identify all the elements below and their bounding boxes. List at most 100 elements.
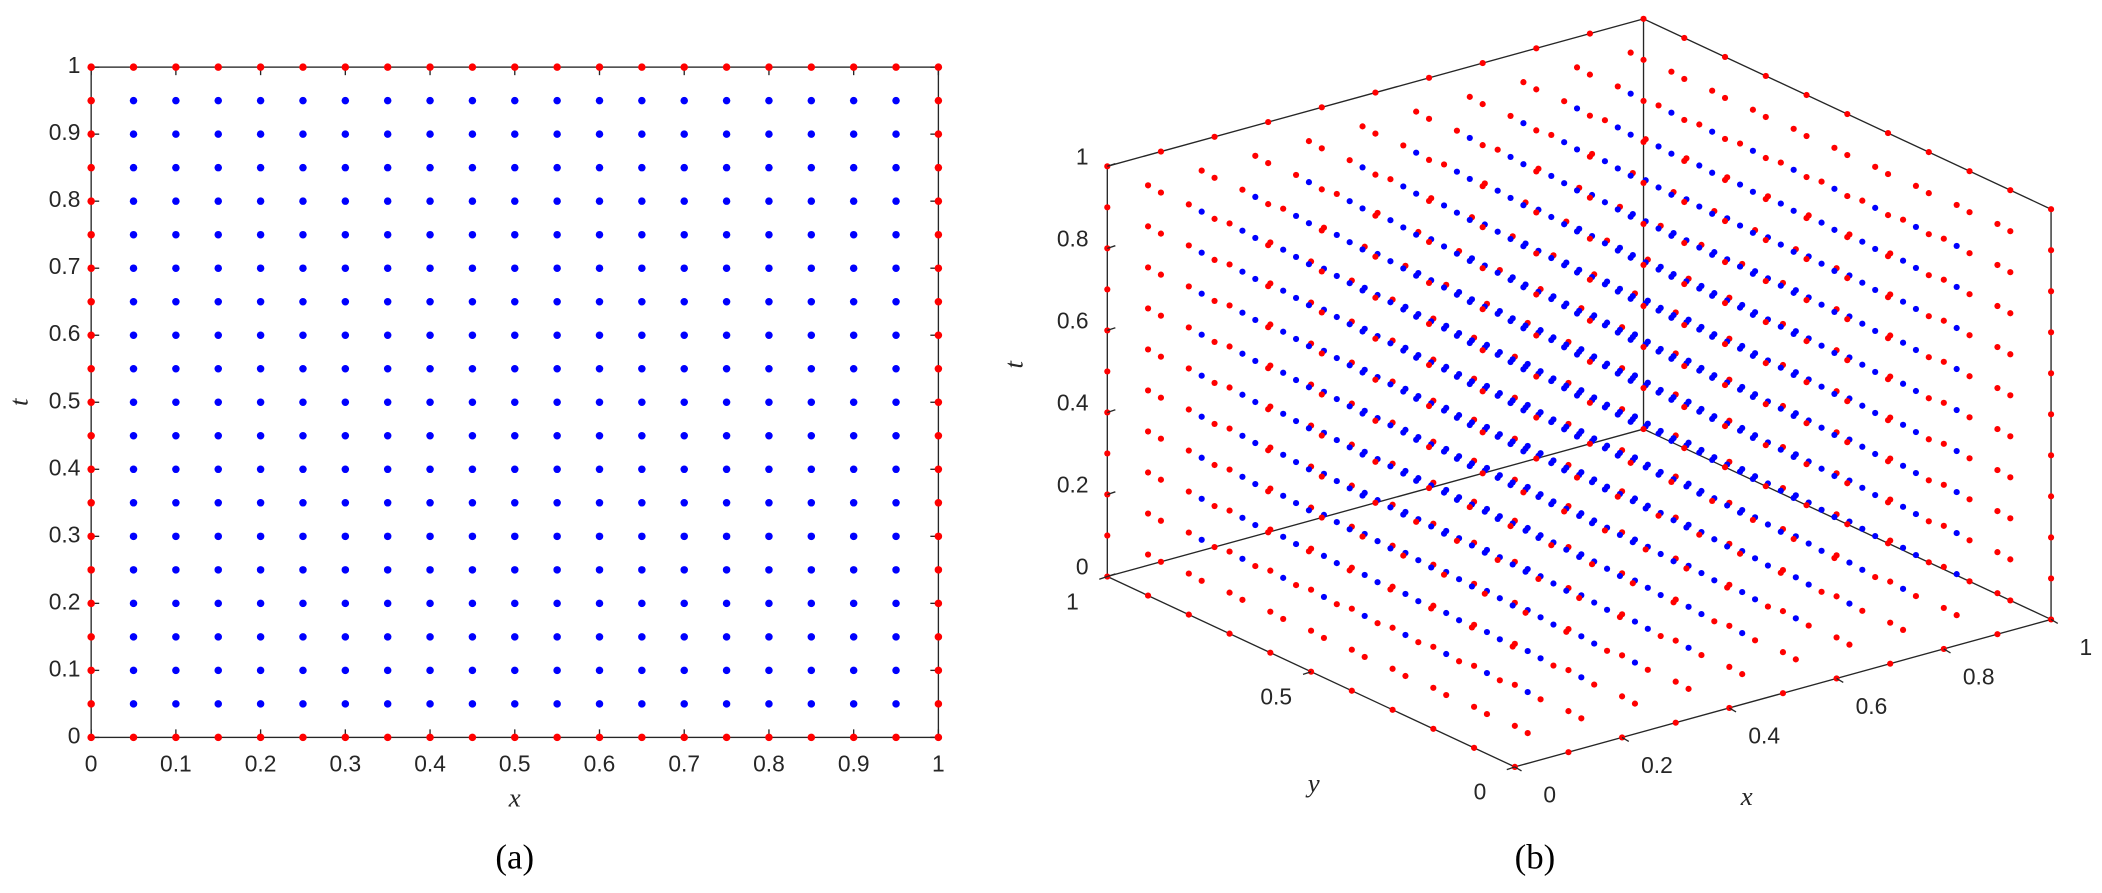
- grid-point: [1280, 615, 1287, 622]
- grid-point: [426, 465, 434, 474]
- grid-point: [1333, 395, 1340, 403]
- grid-point: [1966, 209, 1973, 216]
- grid-point: [765, 398, 773, 407]
- grid-point: [1994, 508, 2001, 515]
- grid-point: [1185, 324, 1192, 331]
- grid-point: [511, 63, 519, 71]
- grid-point: [1696, 408, 1703, 415]
- grid-point: [765, 432, 773, 440]
- grid-point: [2047, 329, 2055, 336]
- grid-point: [595, 96, 604, 105]
- grid-point: [1762, 401, 1769, 408]
- grid-point: [892, 432, 900, 440]
- grid-point: [1994, 590, 2001, 597]
- grid-point: [1252, 193, 1259, 200]
- grid-point: [1884, 376, 1892, 383]
- grid-point: [1655, 102, 1662, 109]
- grid-point: [1631, 659, 1639, 666]
- grid-point: [341, 297, 350, 306]
- grid-point: [722, 130, 731, 138]
- grid-point: [934, 130, 943, 138]
- grid-point: [1994, 384, 2001, 392]
- grid-point: [765, 566, 773, 574]
- grid-point: [1292, 541, 1300, 548]
- grid-point: [1762, 195, 1769, 203]
- grid-point: [1280, 451, 1287, 458]
- x-tick-label: 1: [932, 751, 945, 777]
- grid-point: [426, 499, 434, 507]
- grid-point: [1415, 557, 1422, 564]
- grid-point: [1157, 517, 1165, 524]
- grid-point: [299, 700, 307, 708]
- grid-point: [1267, 649, 1274, 656]
- grid-point: [383, 230, 392, 239]
- grid-point: [1198, 208, 1205, 215]
- grid-point: [1389, 665, 1396, 672]
- grid-point: [214, 733, 222, 742]
- grid-point: [511, 599, 519, 608]
- grid-point: [1721, 53, 1729, 61]
- grid-point: [1509, 602, 1516, 609]
- grid-point: [553, 666, 561, 675]
- grid-point: [1211, 379, 1218, 387]
- grid-point: [1440, 448, 1448, 455]
- grid-point: [553, 566, 561, 574]
- grid-point: [1280, 492, 1287, 499]
- grid-point: [1912, 387, 1920, 395]
- grid-point: [87, 63, 95, 71]
- grid-point: [87, 297, 95, 306]
- grid-point: [1994, 549, 2001, 556]
- grid-point: [214, 465, 222, 474]
- grid-point: [1818, 547, 1825, 554]
- grid-point: [383, 331, 392, 339]
- grid-point: [511, 566, 519, 574]
- grid-point: [1872, 491, 1879, 499]
- grid-point: [1239, 186, 1246, 193]
- grid-point: [1872, 450, 1879, 458]
- grid-point: [1739, 630, 1746, 637]
- grid-point: [765, 230, 773, 239]
- grid-point: [595, 733, 604, 742]
- grid-point: [1751, 637, 1759, 644]
- grid-point: [1413, 108, 1420, 115]
- grid-point: [1507, 317, 1514, 325]
- grid-point: [680, 733, 688, 742]
- grid-point: [892, 398, 900, 407]
- grid-point: [1899, 503, 1907, 510]
- grid-point: [1387, 586, 1394, 593]
- grid-point: [1226, 507, 1233, 514]
- grid-point: [1466, 298, 1473, 306]
- grid-point: [1479, 224, 1486, 231]
- grid-point: [1389, 624, 1396, 631]
- grid-point: [1211, 215, 1218, 222]
- grid-point: [1479, 388, 1486, 395]
- grid-point: [1413, 518, 1420, 525]
- grid-point: [1520, 407, 1527, 414]
- grid-point: [1685, 603, 1692, 610]
- grid-point: [511, 130, 519, 138]
- grid-point: [1211, 502, 1218, 510]
- grid-point: [1533, 127, 1540, 134]
- grid-point: [1792, 615, 1799, 622]
- grid-point: [129, 733, 138, 742]
- grid-point: [595, 700, 604, 708]
- grid-point: [1966, 537, 1973, 544]
- grid-point: [1831, 267, 1838, 274]
- t-tick: [1107, 245, 1116, 250]
- grid-point: [1668, 68, 1675, 75]
- grid-point: [1104, 491, 1111, 498]
- grid-point: [172, 465, 180, 474]
- grid-point: [638, 264, 646, 272]
- grid-point: [553, 364, 561, 373]
- grid-point: [1372, 253, 1379, 260]
- grid-point: [1685, 685, 1692, 692]
- grid-point: [1586, 358, 1593, 365]
- grid-point: [1749, 270, 1757, 277]
- grid-point: [1627, 377, 1634, 384]
- grid-point: [1413, 272, 1420, 279]
- grid-point: [299, 197, 307, 205]
- grid-point: [256, 499, 265, 507]
- grid-point: [1305, 138, 1313, 145]
- grid-point: [595, 499, 604, 507]
- grid-point: [1520, 448, 1527, 455]
